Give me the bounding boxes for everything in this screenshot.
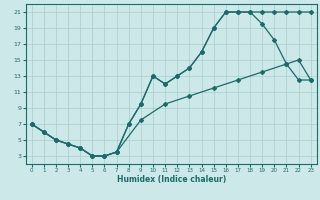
X-axis label: Humidex (Indice chaleur): Humidex (Indice chaleur) xyxy=(116,175,226,184)
